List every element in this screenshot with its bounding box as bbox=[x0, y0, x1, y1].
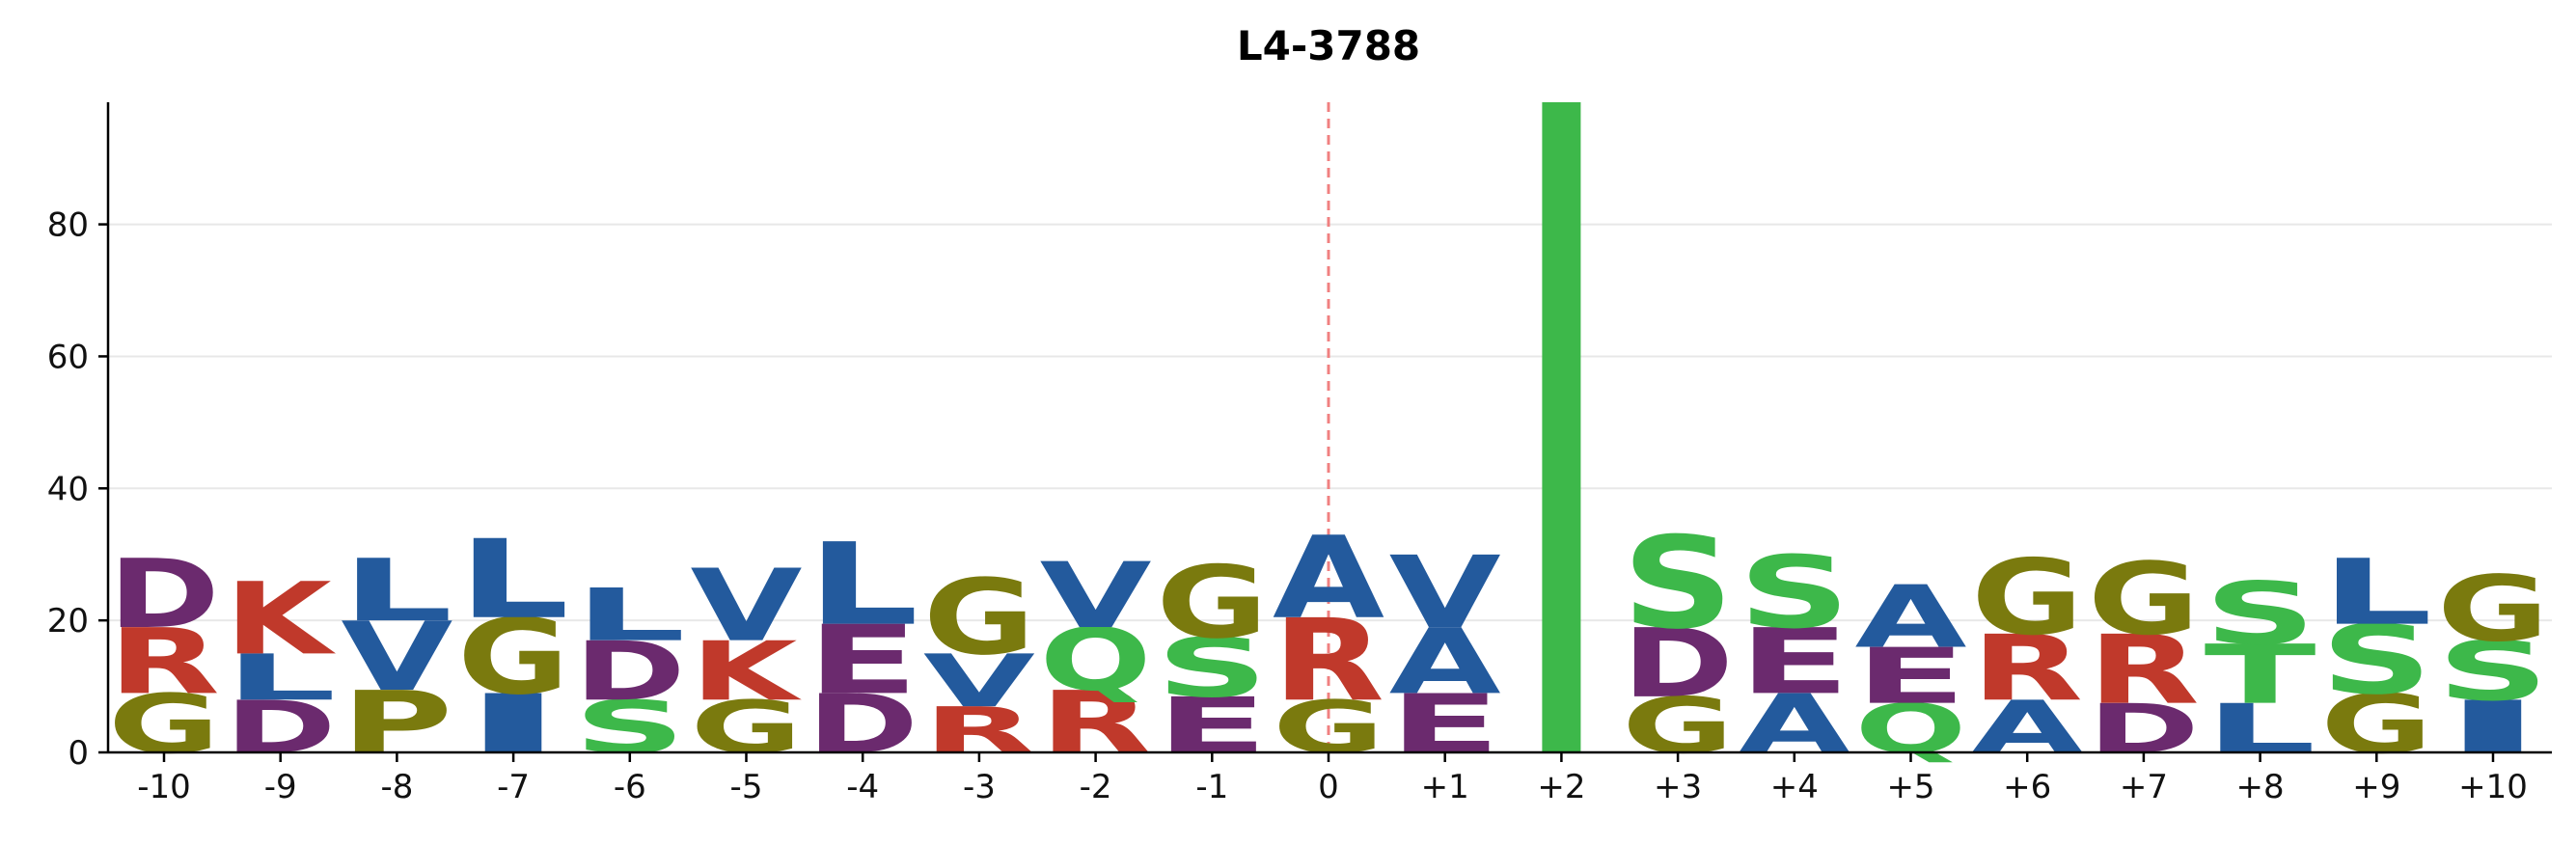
letter-G: G bbox=[457, 596, 569, 718]
x-tick-label: -2 bbox=[1080, 768, 1112, 806]
x-tick-label: -6 bbox=[614, 768, 646, 806]
x-tick-label: +9 bbox=[2352, 768, 2400, 806]
x-tick-label: -1 bbox=[1195, 768, 1228, 806]
x-tick-labels: -10 -9 -8 -7 -6 -5 -4 -3 -2 -1 0 +1 +2 +3 +4 +5 +6 +7 +8 +9… bbox=[137, 752, 2528, 806]
letter-L: L bbox=[341, 540, 452, 641]
letter-V: V bbox=[923, 639, 1035, 722]
x-tick-label: +1 bbox=[1421, 768, 1469, 806]
letter-A: A bbox=[1273, 512, 1384, 644]
letter-A: A bbox=[1855, 568, 1967, 668]
letter-G: G bbox=[1971, 536, 2083, 658]
x-tick-label: +10 bbox=[2458, 768, 2528, 806]
x-tick-label: +7 bbox=[2120, 768, 2168, 806]
x-tick-label: +4 bbox=[1770, 768, 1819, 806]
letter-G: G bbox=[2437, 558, 2549, 663]
y-tick-labels: 0 20 40 60 80 bbox=[47, 206, 108, 773]
x-tick-label: +8 bbox=[2236, 768, 2285, 806]
letter-G: G bbox=[1156, 545, 1268, 661]
letter-R: R bbox=[2088, 615, 2200, 725]
x-tick-label: +2 bbox=[1537, 768, 1585, 806]
letter-G: G bbox=[2088, 542, 2200, 658]
letter-R: R bbox=[1971, 616, 2083, 722]
letter-V: V bbox=[1389, 535, 1501, 650]
letter-S: S bbox=[1739, 534, 1850, 650]
letter-L: L bbox=[574, 573, 686, 657]
letter-D: D bbox=[108, 539, 220, 650]
y-tick-label: 40 bbox=[47, 470, 89, 508]
letter-T bbox=[1542, 102, 1581, 752]
letter-S: S bbox=[2320, 606, 2432, 716]
letter-K: K bbox=[691, 624, 803, 719]
letter-S: S bbox=[2205, 563, 2316, 664]
x-tick-label: -4 bbox=[846, 768, 879, 806]
letter-L: L bbox=[2320, 540, 2432, 645]
letter-K: K bbox=[225, 561, 337, 677]
letter-A: A bbox=[1389, 610, 1501, 715]
x-tick-label: -3 bbox=[963, 768, 996, 806]
letter-V: V bbox=[341, 601, 452, 712]
letter-V: V bbox=[691, 549, 803, 664]
x-tick-label: -9 bbox=[264, 768, 297, 806]
x-tick-label: -8 bbox=[380, 768, 413, 806]
letter-E: E bbox=[1739, 610, 1850, 715]
letter-R: R bbox=[108, 610, 220, 715]
letter-E: E bbox=[1855, 632, 1967, 722]
letter-G: G bbox=[923, 557, 1035, 678]
letter-S: S bbox=[2437, 625, 2549, 720]
x-tick-label: +3 bbox=[1654, 768, 1702, 806]
letter-Q: Q bbox=[1040, 611, 1152, 711]
letter-R: R bbox=[1273, 595, 1384, 726]
x-tick-label: +6 bbox=[2003, 768, 2051, 806]
x-tick-label: +5 bbox=[1886, 768, 1934, 806]
letter-T: T bbox=[2205, 627, 2316, 722]
letter-D: D bbox=[1622, 609, 1734, 720]
letter-V: V bbox=[1040, 544, 1152, 649]
x-tick-label: -10 bbox=[137, 768, 191, 806]
letter-S: S bbox=[1156, 621, 1268, 716]
letter-D: D bbox=[574, 625, 686, 720]
letter-L: L bbox=[807, 520, 918, 651]
x-tick-label: -5 bbox=[730, 768, 763, 806]
letter-L: L bbox=[225, 641, 337, 715]
x-tick-label: -7 bbox=[497, 768, 530, 806]
letter-S: S bbox=[1622, 509, 1734, 657]
y-tick-label: 60 bbox=[47, 338, 89, 376]
y-tick-label: 20 bbox=[47, 602, 89, 641]
x-tick-label: 0 bbox=[1318, 768, 1339, 806]
letter-E: E bbox=[807, 605, 918, 716]
chart-title: L4-3788 bbox=[1237, 22, 1420, 69]
letter-L: L bbox=[457, 517, 569, 643]
letter-stacks: GRDDLKPVLIGLSDLGKVDELRVGRQVESGGRAEAVGDSA… bbox=[108, 102, 2549, 774]
y-tick-label: 0 bbox=[68, 734, 89, 773]
y-tick-label: 80 bbox=[47, 206, 89, 245]
